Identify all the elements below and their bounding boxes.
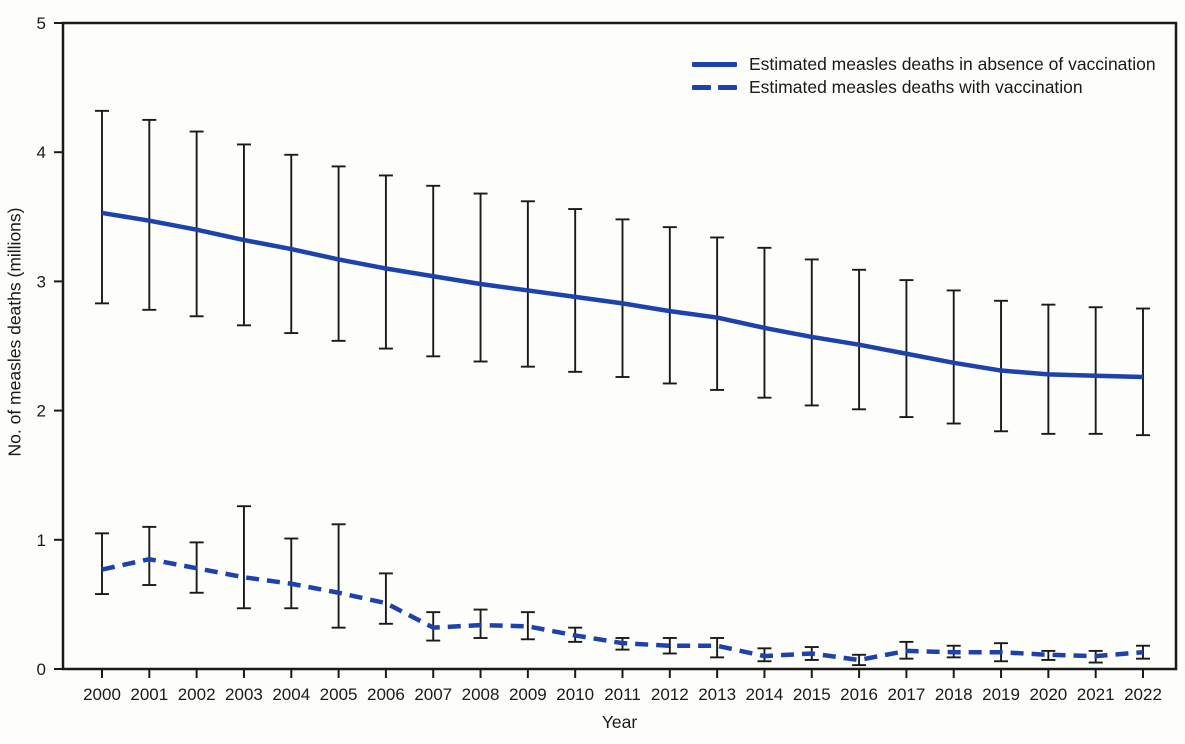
solid-line-swatch: [692, 62, 737, 67]
svg-text:2019: 2019: [982, 685, 1020, 704]
svg-text:2017: 2017: [887, 685, 925, 704]
legend-item-absence-of-vaccination: Estimated measles deaths in absence of v…: [692, 53, 1156, 76]
svg-text:2001: 2001: [130, 685, 168, 704]
svg-text:2012: 2012: [651, 685, 689, 704]
svg-text:3: 3: [37, 272, 46, 291]
svg-text:5: 5: [37, 14, 46, 33]
svg-text:2016: 2016: [840, 685, 878, 704]
svg-text:2004: 2004: [272, 685, 310, 704]
svg-text:2011: 2011: [604, 685, 641, 704]
svg-text:2000: 2000: [83, 685, 121, 704]
legend-label-absence: Estimated measles deaths in absence of v…: [749, 54, 1156, 74]
svg-text:2022: 2022: [1124, 685, 1162, 704]
svg-text:2006: 2006: [367, 685, 405, 704]
svg-text:2020: 2020: [1029, 685, 1067, 704]
svg-text:2014: 2014: [746, 685, 784, 704]
svg-text:2008: 2008: [462, 685, 500, 704]
legend-label-with: Estimated measles deaths with vaccinatio…: [749, 77, 1083, 97]
svg-text:2013: 2013: [698, 685, 736, 704]
y-axis-title: No. of measles deaths (millions): [4, 207, 25, 457]
svg-text:2007: 2007: [414, 685, 452, 704]
svg-text:2010: 2010: [556, 685, 594, 704]
svg-text:2005: 2005: [320, 685, 358, 704]
svg-text:2015: 2015: [793, 685, 831, 704]
dashed-line-swatch: [692, 85, 737, 90]
svg-text:2: 2: [37, 402, 46, 421]
legend-item-with-vaccination: Estimated measles deaths with vaccinatio…: [692, 76, 1156, 99]
x-axis-title: Year: [601, 712, 638, 732]
svg-text:2018: 2018: [935, 685, 973, 704]
svg-text:1: 1: [37, 531, 46, 550]
svg-text:2002: 2002: [178, 685, 216, 704]
svg-text:0: 0: [37, 660, 46, 679]
svg-text:4: 4: [37, 143, 46, 162]
svg-text:2009: 2009: [509, 685, 547, 704]
legend: Estimated measles deaths in absence of v…: [692, 53, 1156, 99]
svg-text:2021: 2021: [1077, 685, 1115, 704]
svg-text:2003: 2003: [225, 685, 263, 704]
